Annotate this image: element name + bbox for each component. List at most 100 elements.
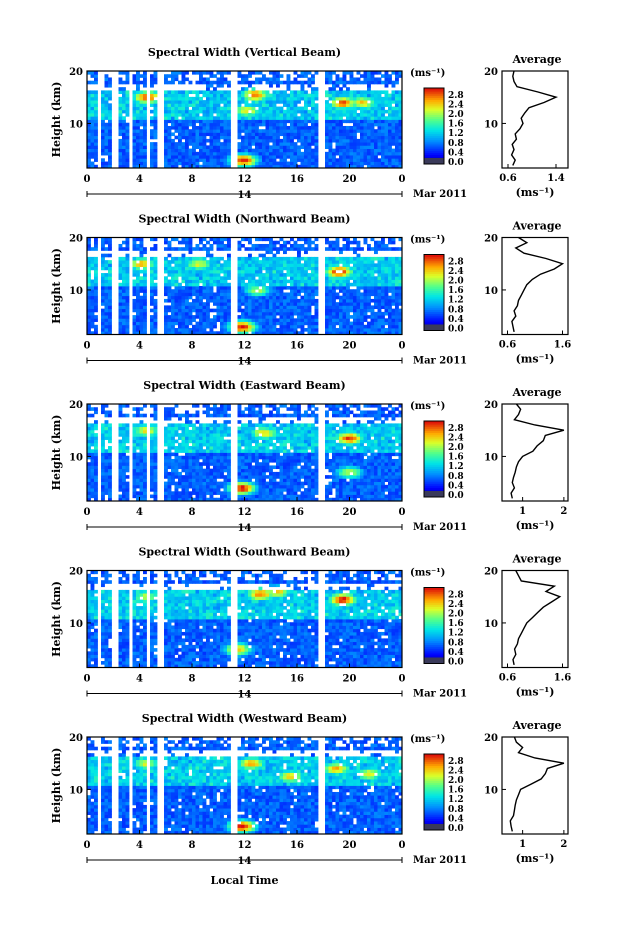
- heatmap-cell: [300, 80, 305, 85]
- heatmap-cell: [391, 279, 396, 284]
- heatmap-cell: [356, 161, 361, 166]
- heatmap-cell: [188, 471, 193, 476]
- heatmap-cell: [346, 289, 350, 293]
- heatmap-cell: [370, 109, 375, 114]
- heatmap-cell: [216, 279, 221, 284]
- heatmap-cell: [104, 263, 109, 267]
- heatmap-cell: [125, 436, 130, 440]
- heatmap-cell: [199, 423, 203, 428]
- heatmap-cell: [181, 132, 186, 137]
- profile-frame: [501, 236, 569, 336]
- heatmap-cell: [255, 247, 259, 251]
- heatmap-cell: [360, 279, 364, 284]
- colorbar-segment: [424, 97, 444, 100]
- heatmap-cell: [185, 93, 189, 98]
- heatmap-cell: [304, 106, 308, 111]
- heatmap-cell: [314, 148, 319, 153]
- heatmap-cell: [374, 269, 378, 274]
- heatmap-cell: [360, 260, 364, 264]
- heatmap-cell: [363, 292, 368, 297]
- heatmap-cell: [174, 465, 179, 470]
- heatmap-cell: [342, 273, 347, 277]
- heatmap-cell: [202, 324, 207, 329]
- heatmap-cell: [283, 119, 287, 124]
- heatmap-cell: [202, 481, 207, 486]
- heatmap-cell: [237, 266, 242, 271]
- heatmap-cell: [132, 74, 137, 78]
- heatmap-cell: [328, 279, 333, 284]
- heatmap-cell: [381, 328, 385, 332]
- heatmap-cell: [195, 103, 200, 107]
- heatmap-cell: [293, 77, 298, 82]
- heatmap-cell: [192, 263, 196, 267]
- heatmap-cell: [381, 161, 385, 166]
- heatmap-cell: [136, 295, 140, 300]
- heatmap-cell: [342, 90, 347, 95]
- heatmap-cell: [206, 260, 210, 264]
- heatmap-cell: [206, 423, 210, 428]
- heatmap-cell: [398, 90, 403, 95]
- heatmap-cell: [251, 279, 256, 284]
- heatmap-cell: [262, 145, 266, 149]
- heatmap-cell: [279, 158, 284, 162]
- heatmap-cell: [339, 311, 343, 316]
- heatmap-cell: [174, 119, 179, 124]
- heatmap-cell: [363, 113, 368, 117]
- heatmap-cell: [391, 80, 396, 85]
- heatmap-cell: [185, 328, 189, 332]
- heatmap-cell: [108, 295, 112, 300]
- heatmap-cell: [255, 129, 259, 133]
- heatmap-cell: [94, 305, 98, 310]
- heatmap-cell: [356, 298, 361, 303]
- heatmap-cell: [248, 282, 252, 287]
- heatmap-cell: [209, 71, 214, 75]
- heatmap-cell: [244, 318, 249, 322]
- heatmap-cell: [136, 83, 140, 88]
- heatmap-cell: [220, 161, 224, 166]
- heatmap-cell: [251, 132, 256, 137]
- heatmap-cell: [290, 279, 294, 284]
- heatmap-cell: [213, 138, 217, 143]
- heatmap-cell: [122, 273, 126, 277]
- heatmap-cell: [220, 155, 224, 159]
- heatmap-cell: [174, 433, 179, 437]
- heatmap-cell: [279, 324, 284, 329]
- heatmap-cell: [279, 279, 284, 284]
- heatmap-cell: [328, 298, 333, 303]
- heatmap-cell: [171, 497, 175, 502]
- heatmap-cell: [171, 481, 175, 486]
- heatmap-cell: [283, 96, 287, 101]
- heatmap-cell: [353, 80, 357, 85]
- heatmap-cell: [258, 243, 263, 248]
- heatmap-cell: [136, 302, 140, 306]
- heatmap-cell: [276, 106, 280, 111]
- heatmap-cell: [384, 109, 389, 114]
- heatmap-cell: [244, 158, 249, 162]
- heatmap-cell: [143, 276, 147, 280]
- heatmap-cell: [339, 289, 343, 293]
- heatmap-cell: [342, 292, 347, 297]
- heatmap-cell: [255, 103, 259, 107]
- heatmap-cell: [370, 93, 375, 98]
- heatmap-cell: [94, 465, 98, 470]
- heatmap-cell: [237, 90, 242, 95]
- heatmap-cell: [206, 119, 210, 124]
- heatmap-cell: [241, 77, 245, 82]
- colorbar-segment: [424, 283, 444, 286]
- heatmap-cell: [262, 155, 266, 159]
- heatmap-cell: [237, 260, 242, 264]
- heatmap-cell: [178, 256, 182, 261]
- heatmap-cell: [237, 74, 242, 78]
- heatmap-cell: [258, 138, 263, 143]
- heatmap-cell: [90, 298, 95, 303]
- heatmap-cell: [293, 321, 298, 326]
- heatmap-cell: [90, 292, 95, 297]
- heatmap-cell: [167, 446, 172, 450]
- heatmap-cell: [290, 315, 294, 319]
- heatmap-cell: [185, 100, 189, 104]
- heatmap-cell: [276, 289, 280, 293]
- heatmap-cell: [132, 494, 137, 499]
- heatmap-cell: [381, 269, 385, 274]
- colorbar-tick-label: 1.2: [448, 296, 464, 306]
- heatmap-cell: [304, 279, 308, 284]
